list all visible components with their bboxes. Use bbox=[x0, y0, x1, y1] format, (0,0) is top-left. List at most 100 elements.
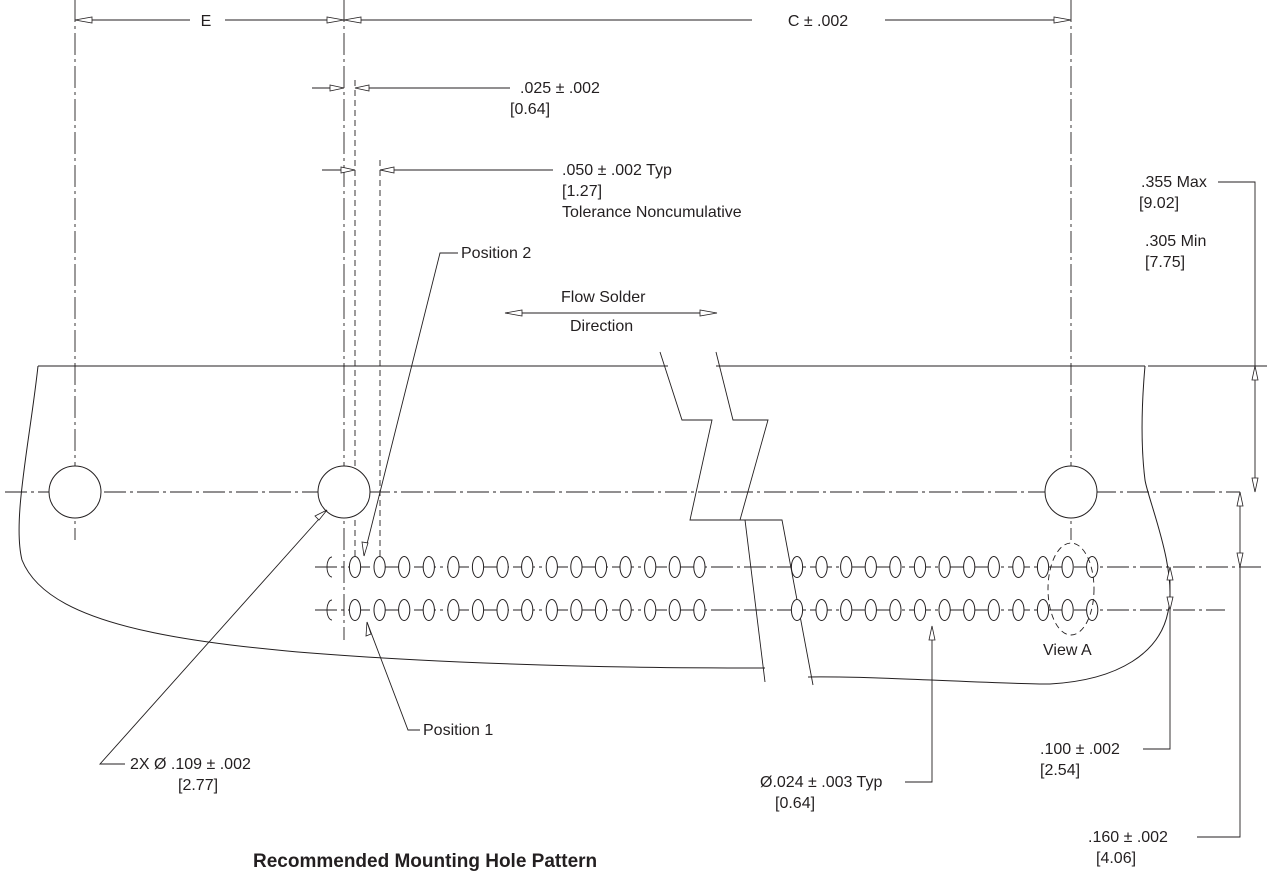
drawing-title: Recommended Mounting Hole Pattern bbox=[253, 851, 597, 872]
pin-hole bbox=[963, 556, 976, 578]
pin-hole bbox=[644, 599, 657, 621]
pin-hole bbox=[1061, 556, 1074, 578]
label-pitch-note: Tolerance Noncumulative bbox=[562, 204, 742, 221]
label-min-height-mm: [7.75] bbox=[1145, 254, 1185, 271]
pin-hole bbox=[348, 599, 362, 621]
view-a-circle bbox=[1047, 542, 1095, 636]
pin-hole bbox=[619, 556, 632, 578]
pin-hole bbox=[471, 599, 485, 621]
pin-hole bbox=[1086, 599, 1099, 621]
pin-hole bbox=[545, 556, 558, 578]
pin-hole bbox=[864, 556, 877, 578]
pin-hole bbox=[570, 556, 583, 578]
label-max-height-mm: [9.02] bbox=[1139, 195, 1179, 212]
pin-hole bbox=[398, 556, 411, 578]
pin-hole bbox=[373, 599, 386, 621]
pin-hole bbox=[644, 556, 657, 578]
leaders bbox=[98, 252, 936, 783]
pin-hole bbox=[1036, 556, 1050, 578]
pin-hole bbox=[348, 556, 362, 578]
label-pin-offset: .025 ± .002 bbox=[520, 80, 600, 97]
pin-hole bbox=[447, 556, 460, 578]
label-mount-hole-mm: [2.77] bbox=[178, 777, 218, 794]
pin-hole bbox=[913, 556, 927, 578]
pin-hole bbox=[1012, 556, 1025, 578]
pin-hole bbox=[1012, 599, 1025, 621]
dimension-row-spacing bbox=[1143, 566, 1174, 750]
pin-hole bbox=[913, 599, 927, 621]
pin-hole bbox=[496, 556, 509, 578]
pin-hole bbox=[422, 599, 435, 621]
pin-hole bbox=[693, 556, 706, 578]
pin-hole bbox=[619, 599, 632, 621]
pin-hole bbox=[840, 599, 853, 621]
pin-hole bbox=[815, 599, 828, 621]
label-c: C ± .002 bbox=[788, 13, 848, 30]
pin-hole bbox=[938, 599, 951, 621]
label-position-2: Position 2 bbox=[461, 245, 531, 262]
pin-hole bbox=[594, 599, 608, 621]
mounting-holes bbox=[48, 465, 1098, 519]
dimension-pin-offset bbox=[312, 84, 510, 92]
label-e: E bbox=[201, 13, 212, 30]
pin-hole bbox=[889, 599, 902, 621]
pin-hole bbox=[790, 556, 804, 578]
pin-hole bbox=[1036, 599, 1050, 621]
dimension-height bbox=[1218, 181, 1259, 493]
label-row-spacing-mm: [2.54] bbox=[1040, 762, 1080, 779]
pin-hole bbox=[987, 556, 1000, 578]
label-pin-hole-mm: [0.64] bbox=[775, 795, 815, 812]
pin-hole bbox=[864, 599, 877, 621]
label-pitch: .050 ± .002 Typ bbox=[562, 162, 672, 179]
pin-hole bbox=[963, 599, 976, 621]
pin-hole-partial bbox=[326, 599, 333, 621]
label-flow-2: Direction bbox=[570, 318, 633, 335]
pin-hole bbox=[521, 599, 534, 621]
label-max-height: .355 Max bbox=[1141, 174, 1207, 191]
label-row-spacing: .100 ± .002 bbox=[1040, 741, 1120, 758]
pin-hole bbox=[1061, 599, 1074, 621]
mounting-hole-left bbox=[48, 465, 102, 519]
pin-hole bbox=[545, 599, 558, 621]
label-flow-1: Flow Solder bbox=[561, 289, 646, 306]
pin-hole bbox=[790, 599, 804, 621]
label-view-a: View A bbox=[1043, 642, 1092, 659]
pin-holes bbox=[326, 556, 1099, 621]
flow-arrow bbox=[504, 309, 718, 317]
mounting-hole-position bbox=[317, 465, 371, 519]
pin-hole bbox=[668, 599, 681, 621]
pin-hole bbox=[889, 556, 902, 578]
mounting-hole-right bbox=[1044, 465, 1098, 519]
label-min-height: .305 Min bbox=[1145, 233, 1206, 250]
label-position-1: Position 1 bbox=[423, 722, 493, 739]
pin-hole bbox=[422, 556, 435, 578]
board-outline bbox=[18, 365, 1267, 685]
label-row-offset: .160 ± .002 bbox=[1088, 829, 1168, 846]
pin-hole bbox=[594, 556, 608, 578]
dimension-e-c bbox=[74, 16, 1072, 24]
centre-lines bbox=[5, 0, 1262, 640]
pin-hole bbox=[471, 556, 485, 578]
pin-hole bbox=[815, 556, 828, 578]
pin-hole bbox=[570, 599, 583, 621]
pin-hole bbox=[840, 556, 853, 578]
pin-hole bbox=[521, 556, 534, 578]
label-mount-hole: 2X Ø .109 ± .002 bbox=[130, 756, 251, 773]
label-pin-hole: Ø.024 ± .003 Typ bbox=[760, 774, 882, 791]
pin-hole bbox=[693, 599, 706, 621]
pin-hole-partial bbox=[326, 556, 333, 578]
label-pitch-mm: [1.27] bbox=[562, 183, 602, 200]
pin-hole bbox=[373, 556, 386, 578]
pin-hole bbox=[398, 599, 411, 621]
pin-hole bbox=[447, 599, 460, 621]
dimension-pitch bbox=[322, 166, 553, 174]
pin-hole bbox=[987, 599, 1000, 621]
label-row-offset-mm: [4.06] bbox=[1096, 850, 1136, 867]
pin-hole bbox=[668, 556, 681, 578]
label-pin-offset-mm: [0.64] bbox=[510, 101, 550, 118]
break-line bbox=[659, 351, 814, 686]
pin-hole bbox=[938, 556, 951, 578]
dimension-row-offset bbox=[1197, 491, 1244, 838]
pin-hole bbox=[496, 599, 509, 621]
